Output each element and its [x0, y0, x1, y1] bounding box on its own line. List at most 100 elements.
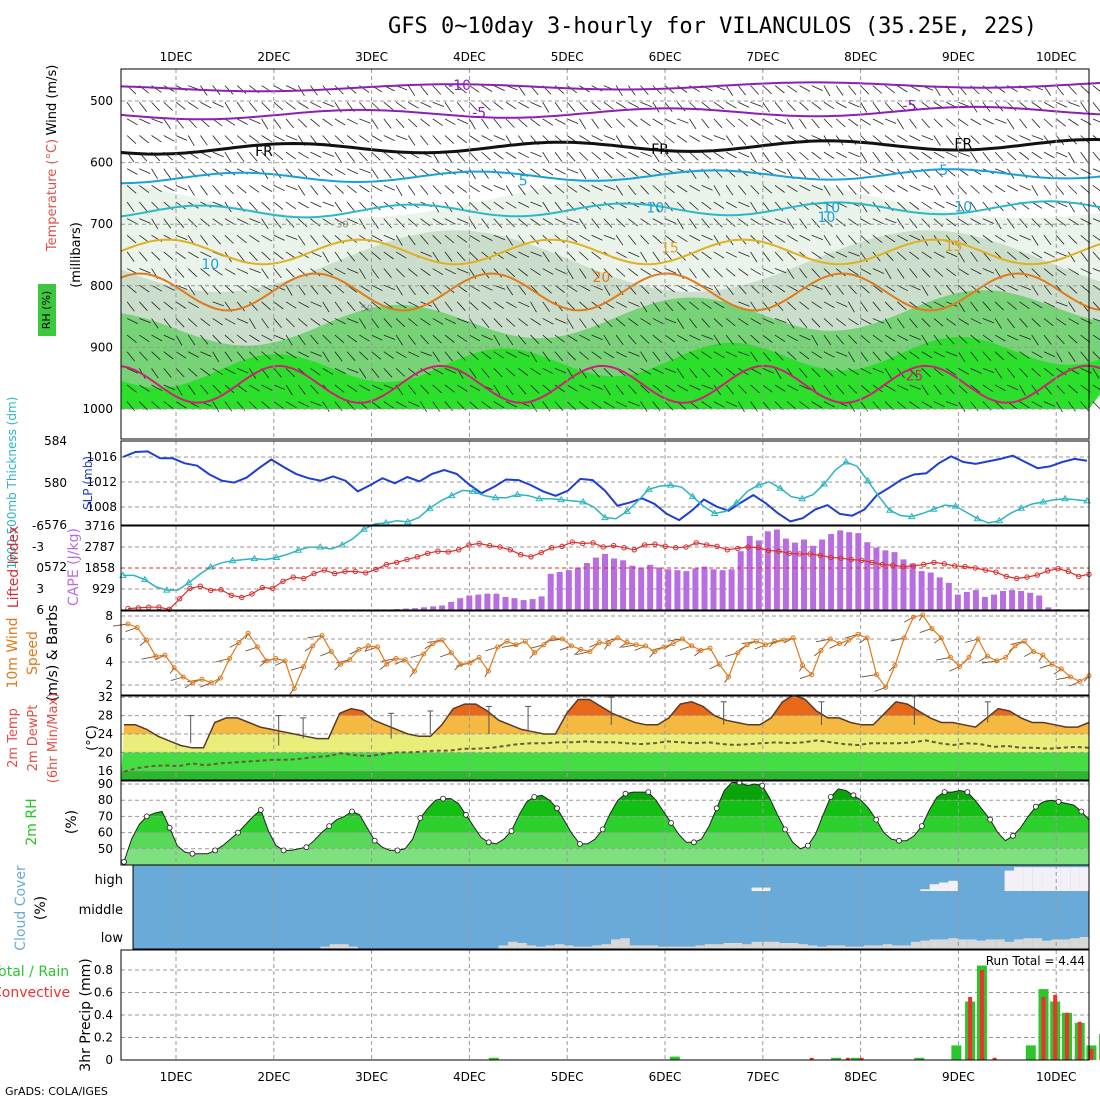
wind-barb: [334, 351, 343, 362]
wind-barb: [1068, 351, 1076, 362]
wind-barb: [261, 251, 271, 261]
wind-barb: [566, 334, 578, 342]
wind-barb: [945, 368, 957, 376]
lifted-index-marker: [859, 557, 865, 563]
cape-bar: [421, 607, 427, 610]
cape-tick-label: 929: [92, 582, 115, 596]
wind-barb: [738, 351, 750, 357]
wind-barb: [774, 268, 787, 274]
thickness-marker: [864, 476, 872, 484]
cape-bar: [900, 559, 907, 610]
wind-barb: [542, 201, 550, 213]
wind-speed-marker: [809, 672, 815, 678]
wind-barb: [566, 151, 576, 162]
chart-title: GFS 0~10day 3-hourly for VILANCULOS (35.…: [388, 14, 1037, 39]
wind-speed-marker: [910, 614, 916, 620]
wind-barb: [701, 234, 713, 241]
cape-bar: [412, 608, 418, 610]
wind-barb: [432, 318, 444, 325]
wind-barb: [970, 118, 982, 126]
wind-barb: [285, 234, 298, 240]
lifted-index-marker: [848, 556, 854, 563]
wind-barb: [860, 351, 869, 362]
wind-barb: [628, 185, 637, 196]
wind-barb: [694, 650, 702, 657]
wind-barb: [848, 368, 859, 375]
wind-barb: [151, 251, 161, 261]
wind-barb: [615, 235, 624, 246]
rain-bar: [669, 1056, 680, 1060]
wind-barb: [933, 218, 944, 227]
panel-frame: [120, 68, 1090, 440]
low-cloud-fill: [929, 939, 940, 949]
cape-bar: [701, 566, 708, 610]
wind-barb: [982, 351, 992, 361]
wind-barb: [994, 401, 1005, 410]
wind-barb: [432, 301, 440, 313]
wind-barb: [236, 351, 246, 362]
wind-barb: [261, 151, 271, 161]
wind-barb: [750, 101, 762, 107]
wind-barb: [517, 284, 527, 295]
wind-barb: [1068, 185, 1078, 195]
wind-barb: [200, 318, 211, 327]
wind-barb: [151, 135, 162, 143]
wind-barb: [799, 234, 811, 241]
wind-barb: [310, 368, 321, 376]
wind-barb: [1055, 351, 1063, 363]
rh-marker: [805, 842, 811, 849]
wind-speed-marker: [800, 663, 805, 668]
wind-barb: [163, 318, 172, 329]
low-cloud-fill: [854, 946, 865, 949]
date-label-bottom: 10DEC: [1036, 1070, 1076, 1084]
wind-barb: [579, 351, 589, 360]
wind-barb: [1019, 151, 1030, 160]
wind-barb: [713, 185, 721, 196]
wind-barb: [848, 101, 860, 108]
y-tick-label: 800: [90, 279, 113, 293]
wind-barb: [615, 268, 626, 277]
wind-barb: [762, 268, 774, 275]
wind-barb: [249, 368, 257, 379]
slp-tick-label: 1016: [86, 450, 117, 464]
wind-barb: [603, 118, 613, 129]
low-cloud-fill: [329, 944, 340, 949]
wind-speed-marker: [421, 651, 427, 657]
wind-barb: [872, 185, 883, 194]
wind-barb: [652, 135, 662, 145]
wind-speed-marker: [846, 637, 852, 643]
wind-barb: [884, 185, 896, 193]
wind-barb: [982, 151, 991, 162]
wind-barb: [310, 201, 322, 208]
wind-barb: [982, 384, 994, 392]
wind-barb: [285, 85, 298, 91]
wind-barb: [799, 168, 807, 179]
wind-barb: [811, 234, 824, 241]
wind-barb: [799, 384, 811, 391]
wind-barb: [505, 351, 517, 358]
wind-barb: [407, 284, 416, 296]
wind-barb: [297, 118, 308, 128]
wind-barb: [493, 318, 503, 328]
wind-barb: [456, 251, 466, 262]
wind-speed-marker: [513, 642, 519, 648]
wind-barb: [139, 218, 151, 224]
cape-bar: [710, 569, 717, 610]
wind-barb: [774, 251, 784, 262]
wind-barb: [713, 151, 725, 160]
wind-tick-label: 2: [105, 678, 113, 692]
wind-barb: [1031, 384, 1039, 396]
rh-band: [121, 800, 1089, 817]
wind-barb: [334, 85, 344, 95]
wind-barb: [408, 318, 418, 327]
wind-barb: [236, 284, 247, 293]
wind-barb: [200, 235, 209, 246]
wind-speed-marker: [661, 644, 667, 650]
wind-barb: [896, 318, 905, 329]
wind-barb: [236, 384, 248, 393]
wind-barb: [505, 118, 515, 128]
lifted-index-marker: [745, 544, 751, 550]
wind-barb: [554, 102, 563, 113]
wind-barb: [542, 102, 550, 113]
wind-barb: [750, 85, 759, 95]
